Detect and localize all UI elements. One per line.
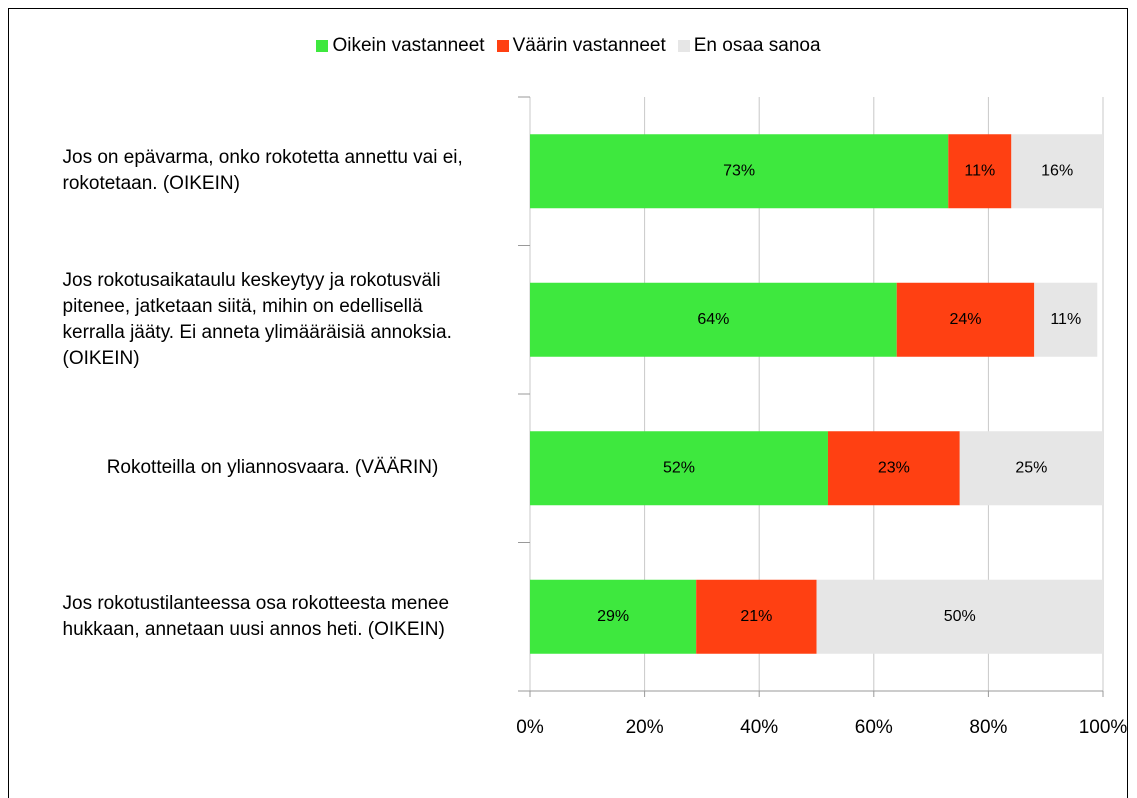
legend-swatch: [677, 40, 690, 52]
bar-segment: [530, 579, 697, 654]
bar-segment: [696, 579, 817, 654]
value-label: 64%: [697, 311, 729, 328]
x-tick-label: 20%: [626, 717, 664, 738]
category-label: Jos rokotusaikataulu keskeytyy ja rokotu…: [50, 246, 495, 395]
legend-item: En osaa sanoa: [677, 35, 821, 57]
x-tick-label: 100%: [1079, 717, 1128, 738]
bar-segment: [530, 134, 949, 209]
x-tick-label: 0%: [516, 717, 544, 738]
value-label: 24%: [949, 311, 981, 328]
value-label: 11%: [1050, 311, 1081, 328]
value-label: 73%: [723, 162, 755, 179]
legend-label: En osaa sanoa: [693, 35, 821, 56]
bar-segment: [530, 282, 897, 357]
category-label: Rokotteilla on yliannosvaara. (VÄÄRIN): [50, 394, 495, 543]
legend-swatch: [316, 40, 329, 52]
chart-frame: [8, 8, 1128, 798]
value-label: 21%: [740, 608, 772, 625]
bar-segment: [959, 431, 1103, 506]
legend: Oikein vastanneet Väärin vastanneet En osa…: [0, 35, 1137, 57]
legend-item: Oikein vastanneet: [316, 35, 485, 57]
value-label: 23%: [878, 459, 910, 476]
category-label: Jos on epävarma, onko rokotetta annettu …: [50, 97, 495, 246]
category-text: Jos rokotusaikataulu keskeytyy ja rokotu…: [62, 269, 452, 369]
category-text: Rokotteilla on yliannosvaara. (VÄÄRIN): [106, 457, 439, 479]
legend-label: Oikein vastanneet: [332, 35, 485, 56]
value-label: 11%: [964, 162, 995, 179]
bar-segment: [896, 282, 1035, 357]
legend-label: Väärin vastanneet: [512, 35, 666, 56]
category-text: Jos on epävarma, onko rokotetta annettu …: [62, 147, 463, 195]
value-label: 29%: [597, 608, 629, 625]
bar-segment: [948, 134, 1012, 209]
x-tick-label: 60%: [855, 717, 893, 738]
value-label: 16%: [1041, 162, 1073, 179]
bar-segment: [816, 579, 1103, 654]
bar-segment: [827, 431, 960, 506]
bar-segment: [1011, 134, 1103, 209]
bar-segment: [1034, 282, 1098, 357]
legend-swatch: [496, 40, 509, 52]
bar-segment: [530, 431, 828, 506]
value-label: 52%: [663, 459, 695, 476]
x-tick-label: 40%: [740, 717, 778, 738]
value-label: 50%: [944, 608, 976, 625]
legend-item: Väärin vastanneet: [496, 35, 666, 57]
x-tick-label: 80%: [969, 717, 1007, 738]
value-label: 25%: [1015, 459, 1047, 476]
category-label: Jos rokotustilanteessa osa rokotteesta m…: [50, 543, 495, 692]
category-text: Jos rokotustilanteessa osa rokotteesta m…: [62, 592, 450, 640]
